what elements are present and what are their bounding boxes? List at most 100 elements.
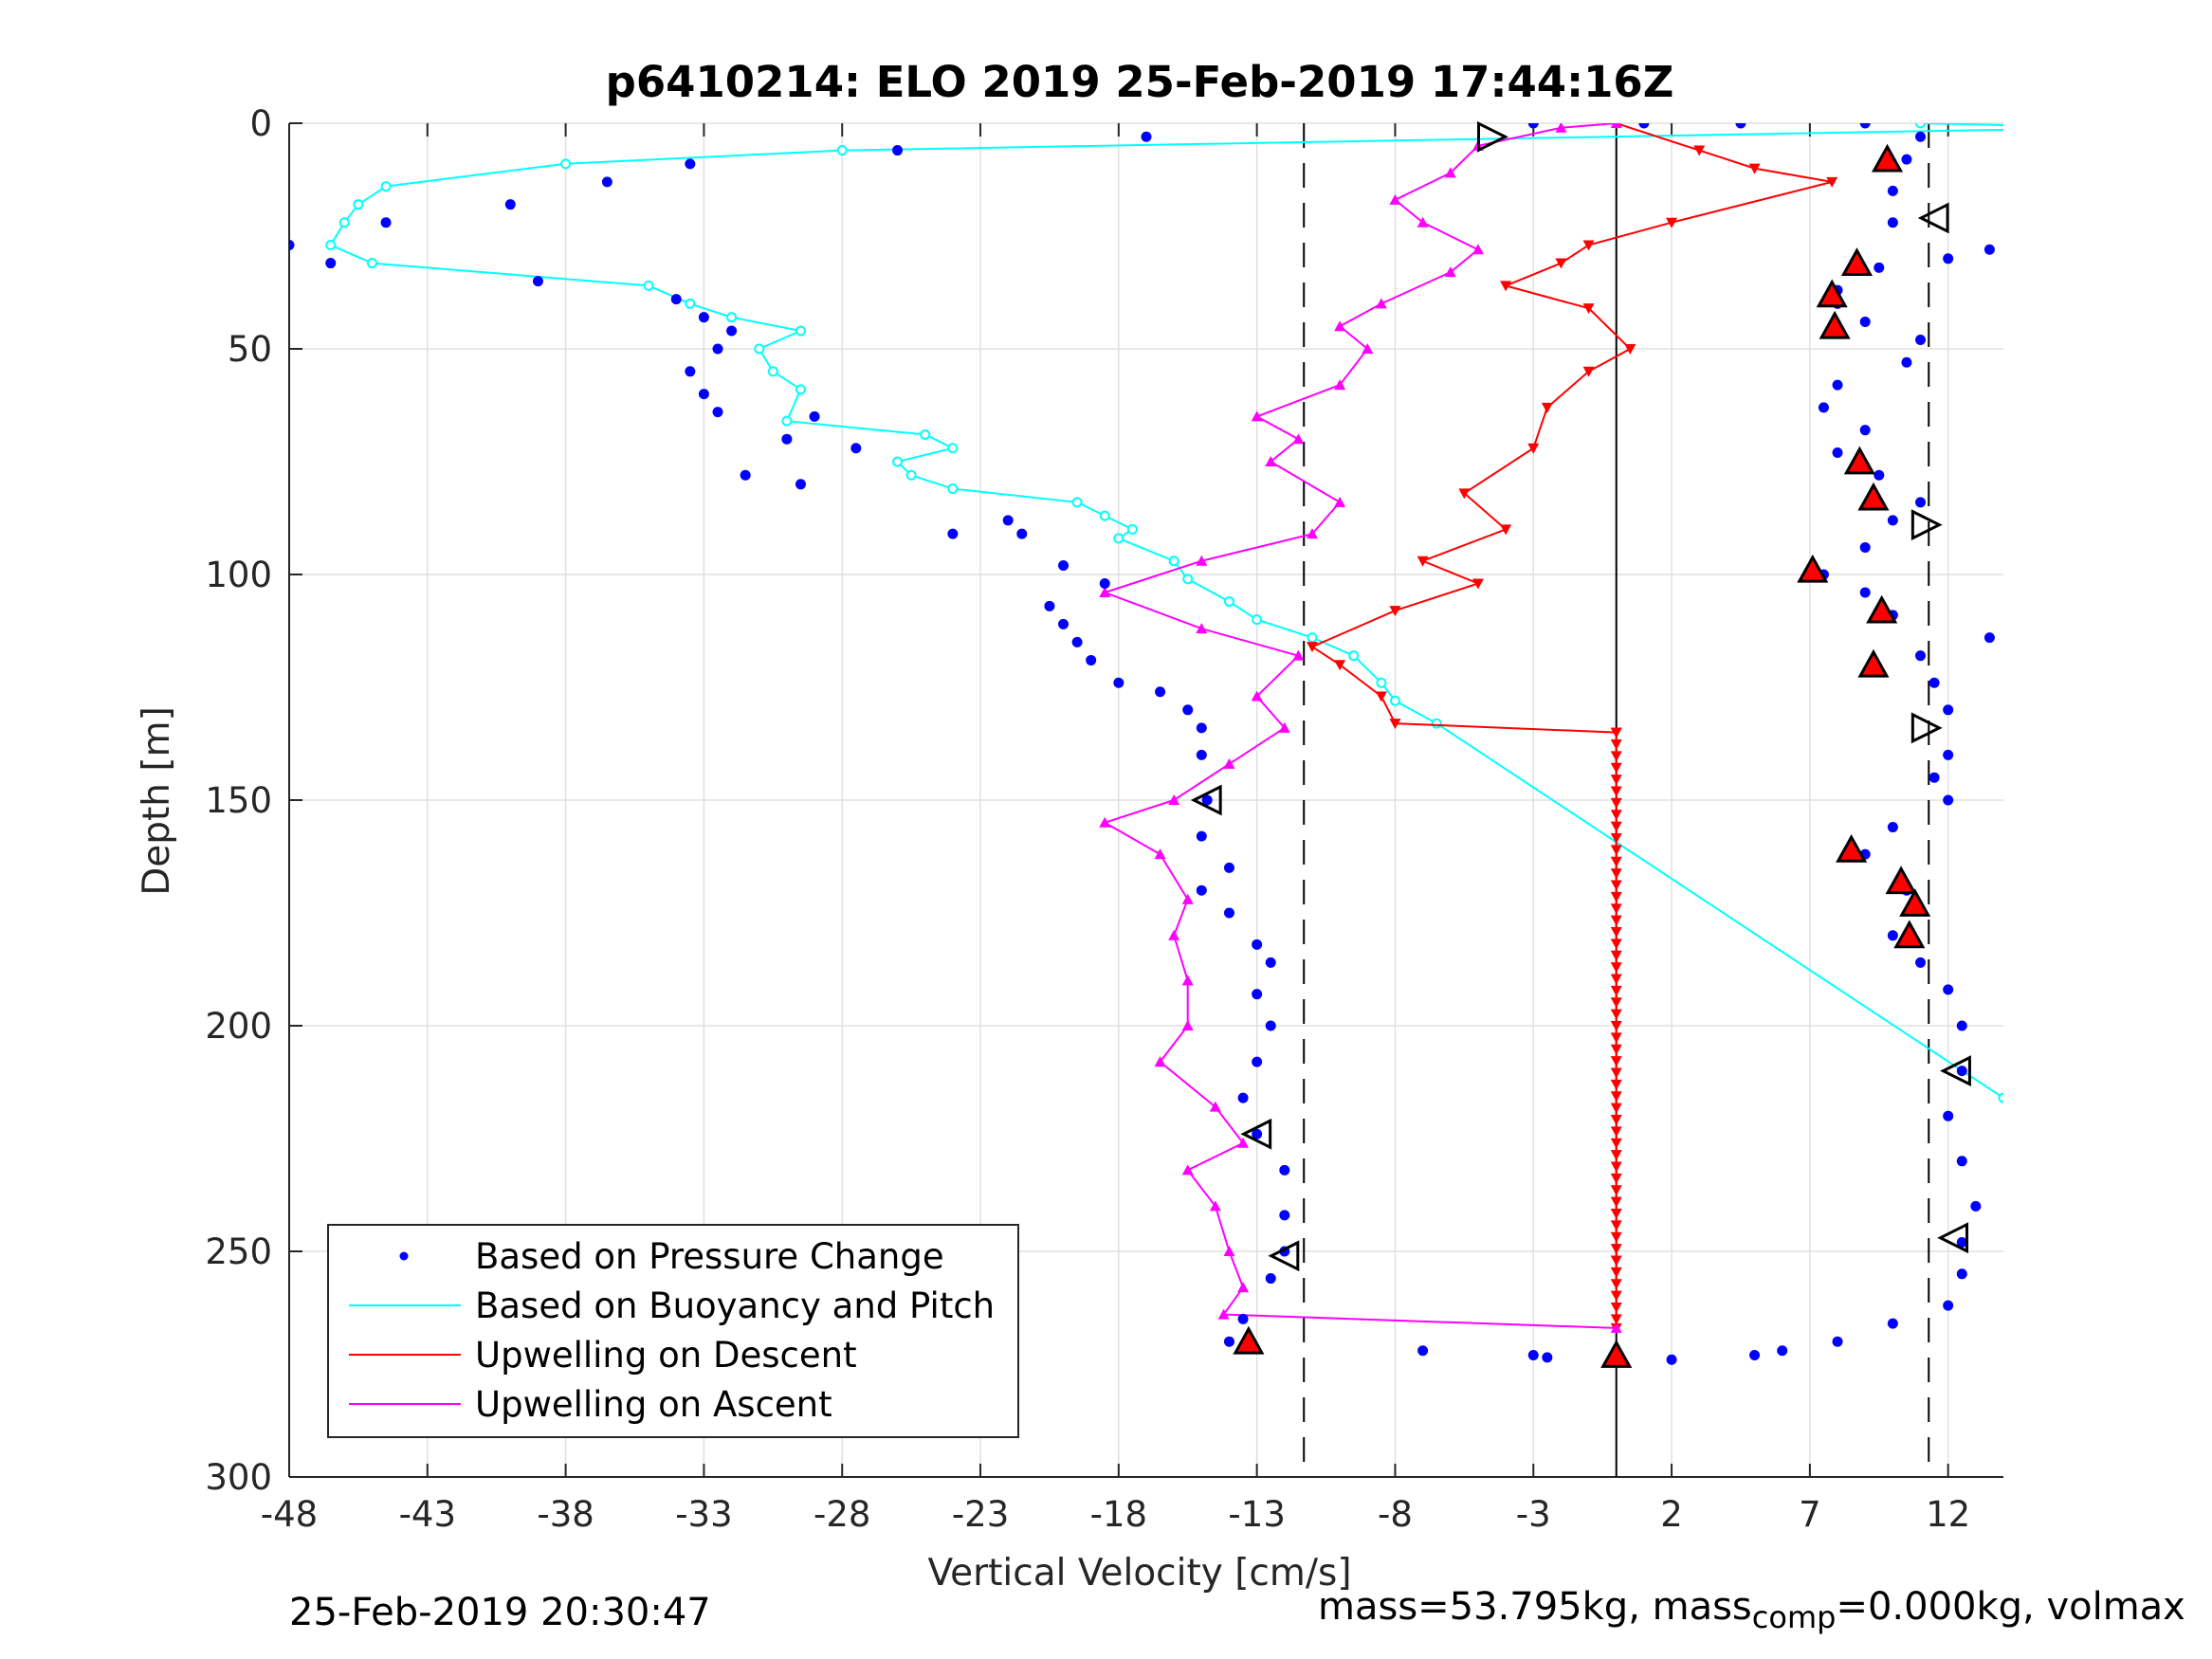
descent-point (1541, 402, 1553, 413)
open-triangle-marker (1940, 1055, 1971, 1087)
mass-prefix: mass=53.795kg, mass (1318, 1585, 1752, 1629)
pressure-change-point (1252, 1056, 1263, 1067)
descent-point (1610, 1161, 1622, 1173)
pressure-change-point (1417, 1345, 1429, 1357)
descent-point (1610, 1115, 1622, 1126)
ascent-point (1237, 1137, 1250, 1148)
plot-area: -48 -43 -38 -33 -28 -23 -18 -13 -8 -3 2 7 12 0 50 100 15… (205, 103, 2003, 1535)
open-triangle-marker (1477, 120, 1508, 153)
buoyancy-pitch-point (353, 199, 364, 210)
y-tick-label: 150 (205, 780, 272, 821)
open-triangle-marker (1917, 202, 1949, 234)
open-triangle-marker (1910, 509, 1943, 541)
pressure-change-point (1196, 884, 1207, 896)
pressure-change-point (1196, 830, 1207, 842)
descent-point (1610, 1021, 1622, 1031)
descent-point (1610, 856, 1622, 867)
descent-point (1610, 1290, 1622, 1302)
pressure-change-point (1874, 469, 1885, 481)
pressure-change-point (1265, 1020, 1276, 1031)
buoyancy-pitch-point (1998, 1092, 2003, 1103)
descent-point (1610, 1138, 1622, 1149)
x-tick-label: 12 (1926, 1494, 1970, 1535)
descent-point (1748, 163, 1761, 174)
descent-point (1610, 1150, 1622, 1161)
descent-point (1610, 797, 1622, 809)
buoyancy-pitch-point (643, 280, 654, 291)
buoyancy-pitch-point (1376, 677, 1387, 688)
y-tick-label: 300 (205, 1457, 272, 1498)
buoyancy-pitch-point (366, 258, 377, 269)
pressure-change-point (1252, 939, 1263, 950)
legend-label: Based on Pressure Change (475, 1236, 944, 1277)
x-tick-label: -48 (261, 1494, 318, 1535)
ascent-point (1154, 848, 1166, 860)
pressure-change-point (532, 276, 543, 287)
x-tick-label: 7 (1799, 1494, 1821, 1535)
red-triangle-marker (1836, 833, 1868, 863)
x-tick-label: 2 (1660, 1494, 1683, 1535)
ascent-point (1389, 193, 1401, 205)
pressure-change-point (1887, 217, 1898, 228)
descent-point (1527, 443, 1540, 454)
buoyancy-pitch-point (1252, 614, 1263, 626)
buoyancy-pitch-point (892, 456, 904, 467)
pressure-change-point (1859, 425, 1871, 436)
pressure-change-point (740, 469, 751, 481)
descent-point (1458, 488, 1471, 500)
ascent-point (1610, 1322, 1622, 1333)
pressure-change-point (947, 528, 959, 539)
descent-point (1610, 926, 1622, 938)
pressure-change-point (1887, 185, 1898, 196)
descent-point (1610, 1126, 1622, 1138)
descent-point (1610, 810, 1622, 821)
pressure-change-point (1915, 957, 1927, 968)
pressure-change-point (1638, 123, 1650, 129)
descent-point (1610, 962, 1622, 974)
pressure-change-point (685, 158, 696, 170)
buoyancy-pitch-point (947, 443, 959, 454)
buoyancy-pitch-point (1182, 574, 1194, 585)
pressure-change-point (1915, 497, 1927, 508)
x-tick-label: -43 (399, 1494, 456, 1535)
ascent-point (1209, 1200, 1221, 1212)
descent-point (1610, 1032, 1622, 1044)
pressure-change-point (1943, 253, 1954, 264)
descent-point (1693, 145, 1706, 156)
pressure-change-point (726, 325, 738, 337)
red-triangle-marker (1816, 279, 1848, 308)
descent-point (1610, 903, 1622, 915)
descent-point (1624, 344, 1636, 355)
descent-point (1610, 762, 1622, 774)
pressure-change-point (1887, 822, 1898, 833)
pressure-change-point (289, 240, 295, 251)
buoyancy-pitch-point (1307, 632, 1318, 644)
pressure-change-point (892, 145, 904, 156)
pressure-change-point (670, 294, 682, 305)
red-triangle-marker (1843, 446, 1875, 475)
descent-point (1610, 821, 1622, 832)
pressure-change-point (1943, 1300, 1954, 1311)
y-axis-label: Depth [m] (136, 706, 178, 896)
descent-point (1610, 985, 1622, 996)
red-triangle-marker (1885, 866, 1917, 895)
pressure-change-point (601, 176, 612, 188)
descent-point (1417, 556, 1429, 567)
ascent-point (1362, 343, 1374, 354)
pressure-change-point (1983, 632, 1995, 644)
red-triangle-marker (1233, 1325, 1265, 1355)
ascent-point (1306, 528, 1318, 539)
red-triangle-marker (1600, 1340, 1633, 1368)
descent-point (1666, 217, 1678, 228)
pressure-change-point (1058, 618, 1069, 629)
x-tick-label: -3 (1516, 1494, 1551, 1535)
pressure-change-point (1859, 587, 1871, 598)
pressure-change-point (1542, 1352, 1553, 1363)
red-triangle-marker (1857, 482, 1890, 511)
x-tick-label: -18 (1090, 1494, 1147, 1535)
pressure-change-point (1915, 650, 1927, 662)
pressure-change-point (1874, 262, 1885, 273)
open-triangle-marker (1937, 1222, 1969, 1254)
pressure-change-point (685, 366, 696, 377)
ascent-point (1251, 410, 1263, 422)
